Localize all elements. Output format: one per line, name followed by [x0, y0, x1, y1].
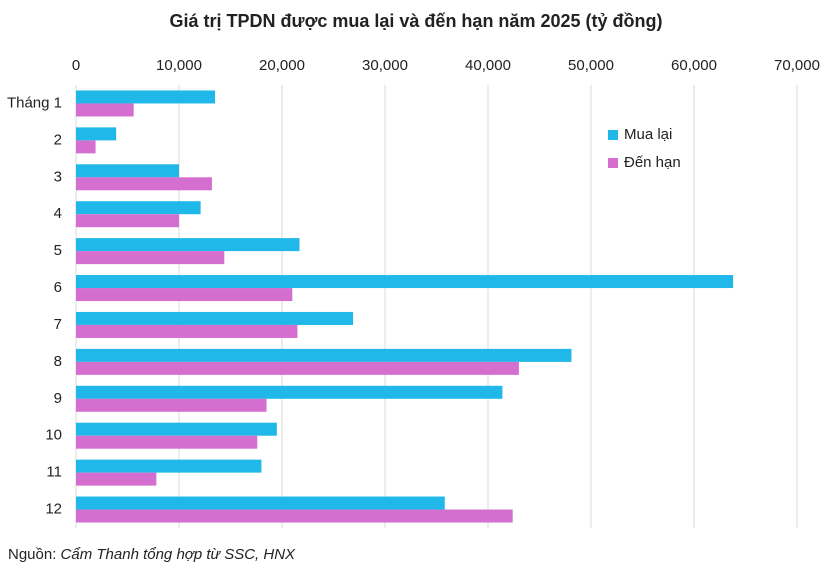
bar	[76, 177, 212, 191]
bar	[76, 140, 96, 154]
source-prefix: Nguồn:	[8, 546, 56, 563]
source-label: Nguồn: Cẩm Thanh tổng hợp từ SSC, HNX	[8, 546, 296, 563]
bar	[76, 311, 354, 325]
bar	[76, 90, 216, 104]
y-tick-label: 7	[54, 316, 62, 333]
bar	[76, 324, 298, 338]
bar	[76, 398, 267, 412]
y-tick-label: 2	[54, 131, 62, 148]
y-tick-label: 5	[54, 242, 62, 259]
bar	[76, 472, 157, 486]
y-tick-label: 9	[54, 390, 62, 407]
bar	[76, 251, 225, 265]
y-tick-label: 3	[54, 168, 62, 185]
x-tick-label: 10,000	[156, 57, 202, 74]
legend-swatch	[608, 130, 618, 140]
bar	[76, 103, 134, 117]
y-tick-label: Tháng 1	[7, 94, 62, 111]
bar	[76, 201, 201, 215]
x-tick-label: 0	[72, 57, 80, 74]
bar	[76, 214, 179, 228]
y-tick-label: 4	[54, 205, 62, 222]
bar	[76, 348, 572, 362]
bar	[76, 275, 734, 289]
source-text: Cẩm Thanh tổng hợp từ SSC, HNX	[61, 546, 297, 563]
bar	[76, 238, 300, 252]
y-tick-label: 10	[45, 427, 62, 444]
bar	[76, 288, 293, 302]
y-tick-label: 11	[46, 464, 62, 481]
x-tick-label: 20,000	[259, 57, 305, 74]
chart-title: Giá trị TPDN được mua lại và đến hạn năm…	[170, 11, 663, 31]
bar	[76, 459, 262, 473]
bar	[76, 127, 117, 141]
x-tick-label: 50,000	[568, 57, 614, 74]
y-tick-label: 8	[54, 353, 62, 370]
bar	[76, 435, 258, 449]
legend-label: Mua lại	[624, 126, 672, 143]
x-tick-label: 60,000	[671, 57, 717, 74]
y-tick-label: 12	[45, 501, 62, 518]
bar	[76, 385, 503, 399]
bar	[76, 509, 513, 523]
legend-label: Đến hạn	[624, 154, 681, 171]
bar	[76, 496, 445, 510]
x-tick-label: 40,000	[465, 57, 511, 74]
y-tick-label: 6	[54, 279, 62, 296]
bar	[76, 164, 179, 178]
bar	[76, 422, 277, 436]
legend-swatch	[608, 158, 618, 168]
x-tick-label: 70,000	[774, 57, 820, 74]
x-tick-label: 30,000	[362, 57, 408, 74]
bar	[76, 361, 519, 375]
